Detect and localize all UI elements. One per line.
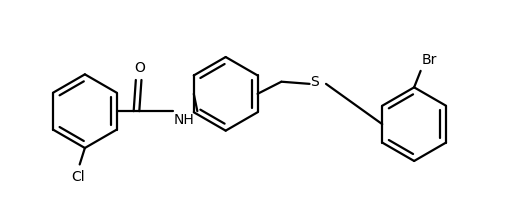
Text: Cl: Cl bbox=[71, 170, 85, 184]
Text: Br: Br bbox=[421, 53, 437, 66]
Text: O: O bbox=[134, 61, 145, 75]
Text: NH: NH bbox=[174, 113, 195, 127]
Text: S: S bbox=[310, 75, 319, 89]
